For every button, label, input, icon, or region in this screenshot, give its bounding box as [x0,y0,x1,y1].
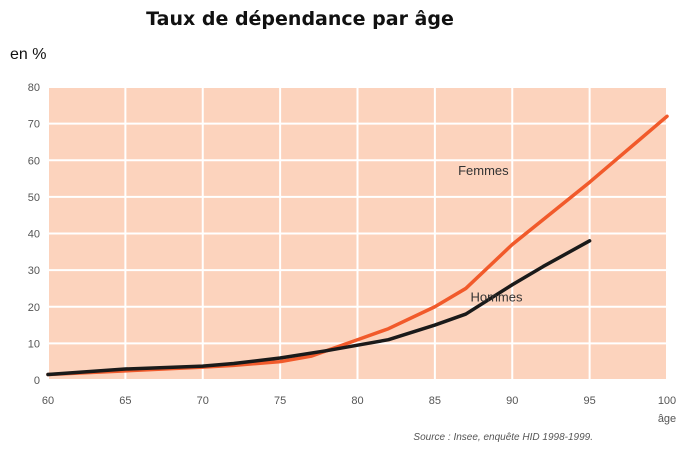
series-label-hommes: Hommes [470,289,523,304]
grid-lines [47,86,668,381]
y-tick-label: 10 [28,338,40,350]
y-tick-label: 80 [28,82,40,94]
x-tick-label: 60 [42,395,54,407]
axis-ticks: 60 65 70 75 80 85 90 95 100 0 10 20 30 40 50 60 70 80 [28,82,676,407]
y-axis-unit-label: en % [10,46,47,63]
x-tick-label: 90 [506,395,518,407]
x-tick-label: 65 [119,395,131,407]
x-tick-label: 100 [658,395,676,407]
series-label-femmes: Femmes [458,163,509,178]
chart-title: Taux de dépendance par âge [146,8,454,30]
y-tick-label: 50 [28,192,40,204]
series-line-hommes [46,239,592,377]
y-tick-label: 0 [34,375,40,387]
y-tick-label: 60 [28,155,40,167]
x-tick-label: 70 [197,395,209,407]
x-tick-label: 80 [351,395,363,407]
x-axis-label: âge [658,413,676,425]
series-lines [46,114,669,377]
x-tick-label: 85 [429,395,441,407]
y-tick-label: 20 [28,302,40,314]
source-note: Source : Insee, enquête HID 1998-1999. [413,432,593,443]
y-tick-label: 40 [28,229,40,241]
x-tick-label: 95 [584,395,596,407]
y-tick-label: 70 [28,119,40,131]
x-tick-label: 75 [274,395,286,407]
y-tick-label: 30 [28,265,40,277]
